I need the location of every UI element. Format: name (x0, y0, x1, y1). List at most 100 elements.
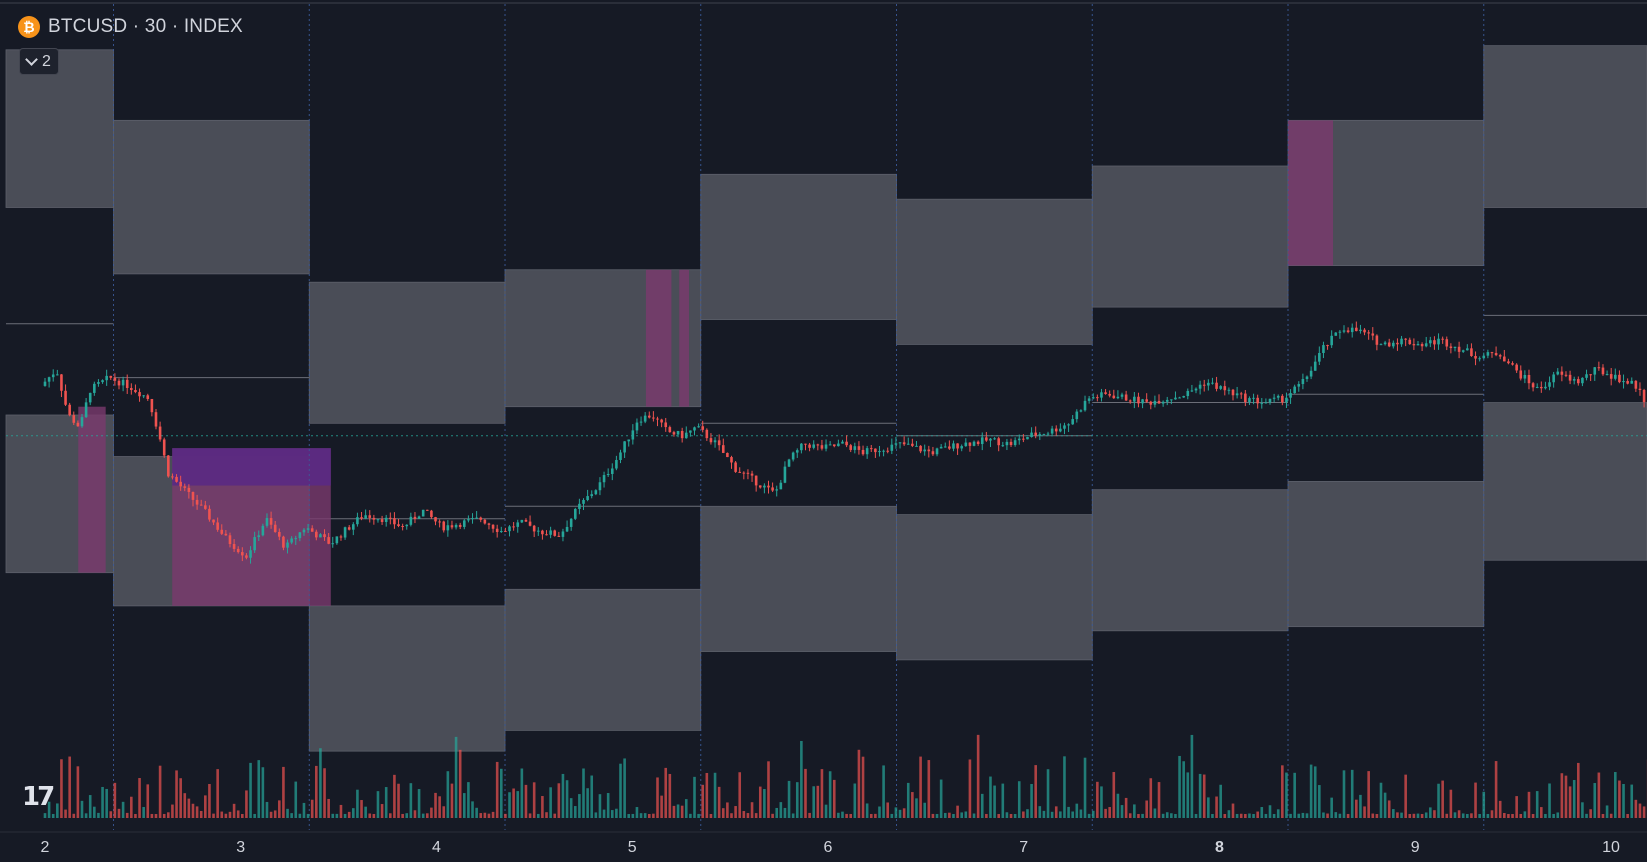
volume-bar (1256, 811, 1259, 818)
candle-body (672, 432, 676, 435)
candle-body (1157, 400, 1161, 404)
volume-bar (335, 813, 339, 818)
candle-body (446, 525, 450, 531)
volume-bar (401, 813, 404, 818)
volume-bar (60, 759, 63, 818)
candle-body (993, 438, 996, 440)
volume-bar (1326, 813, 1329, 818)
candle-body (512, 526, 515, 528)
volume-bar (150, 813, 154, 818)
candle-body (1371, 333, 1375, 336)
volume-bar (1486, 813, 1490, 818)
candle-body (606, 473, 610, 476)
volume-bar (701, 784, 705, 818)
volume-bar (1433, 810, 1436, 818)
candle-body (1334, 332, 1338, 336)
candle-body (935, 448, 939, 455)
volume-bar (1379, 782, 1383, 818)
volume-bar (372, 813, 376, 818)
volume-bar (1383, 792, 1387, 818)
candle-body (701, 426, 705, 430)
volume-bar (208, 783, 211, 818)
volume-bar (97, 812, 100, 818)
chevron-down-icon (25, 53, 38, 66)
candle-body (578, 503, 581, 509)
candle-body (902, 442, 906, 445)
symbol-legend[interactable]: ₿ BTCUSD · 30 · INDEX (18, 16, 243, 38)
candle-body (286, 542, 289, 548)
volume-bar (438, 796, 441, 818)
lower-band-3 (504, 588, 702, 731)
candle-body (187, 487, 191, 492)
x-tick-label-6: 6 (824, 839, 833, 856)
candle-body (1367, 332, 1370, 334)
volume-bar (302, 802, 306, 818)
candle-body (853, 446, 857, 450)
candle-body (1466, 348, 1469, 351)
candle-body (1429, 340, 1432, 344)
volume-bar (865, 803, 869, 818)
volume-bar (1470, 813, 1473, 818)
volume-bar (1054, 806, 1058, 818)
volume-bar (352, 808, 355, 818)
volume-bar (1601, 813, 1605, 818)
volume-bar (1572, 779, 1576, 818)
candle-body (1198, 384, 1202, 389)
candle-body (779, 482, 783, 490)
volume-bar (898, 809, 902, 818)
candle-body (483, 519, 487, 524)
candle-body (820, 445, 824, 449)
volume-bar (623, 758, 626, 818)
candle-body (754, 475, 758, 486)
volume-bar (1239, 813, 1243, 818)
candle-body (1112, 395, 1116, 399)
volume-bar (1034, 765, 1037, 818)
candle-body (697, 426, 700, 428)
volume-bar (619, 763, 622, 818)
volume-bar (1190, 734, 1194, 818)
volume-bar (923, 802, 927, 818)
candle-body (113, 377, 117, 381)
candle-body (1544, 386, 1547, 389)
candle-body (516, 522, 520, 527)
candle-body (1515, 364, 1518, 371)
candle-body (1564, 374, 1568, 376)
candle-body (1490, 352, 1494, 354)
volume-bar (1046, 769, 1050, 818)
volume-bar (845, 813, 848, 818)
candle-body (228, 535, 232, 545)
volume-bar (1581, 802, 1584, 818)
volume-bar (360, 800, 363, 818)
volume-bar (356, 789, 359, 818)
volume-bar (125, 812, 129, 818)
volume-bar (1042, 810, 1046, 818)
volume-bar (1634, 799, 1638, 818)
volume-bar (1585, 813, 1588, 818)
volume-bar (1338, 813, 1342, 818)
indicator-toggle-button[interactable]: 2 (19, 48, 59, 75)
candle-body (76, 422, 80, 427)
volume-bar (1630, 784, 1634, 818)
volume-bar (154, 813, 158, 818)
candle-body (364, 515, 367, 519)
candle-body (1355, 327, 1358, 332)
volume-bar (800, 740, 803, 818)
candle-body (1293, 386, 1296, 394)
candle-body (1346, 330, 1350, 333)
candle-body (919, 445, 922, 452)
candle-body (709, 438, 713, 443)
volume-bar (471, 801, 474, 818)
candle-body (1408, 339, 1412, 345)
volume-bar (257, 760, 261, 818)
volume-bar (606, 793, 610, 818)
candle-body (1630, 380, 1634, 384)
volume-bar (1605, 805, 1609, 818)
candle-body (1424, 343, 1428, 347)
candle-body (1342, 330, 1346, 332)
candle-body (1556, 371, 1560, 375)
volume-bar (467, 782, 470, 818)
volume-bar (1556, 812, 1560, 818)
candle-body (1441, 338, 1444, 340)
